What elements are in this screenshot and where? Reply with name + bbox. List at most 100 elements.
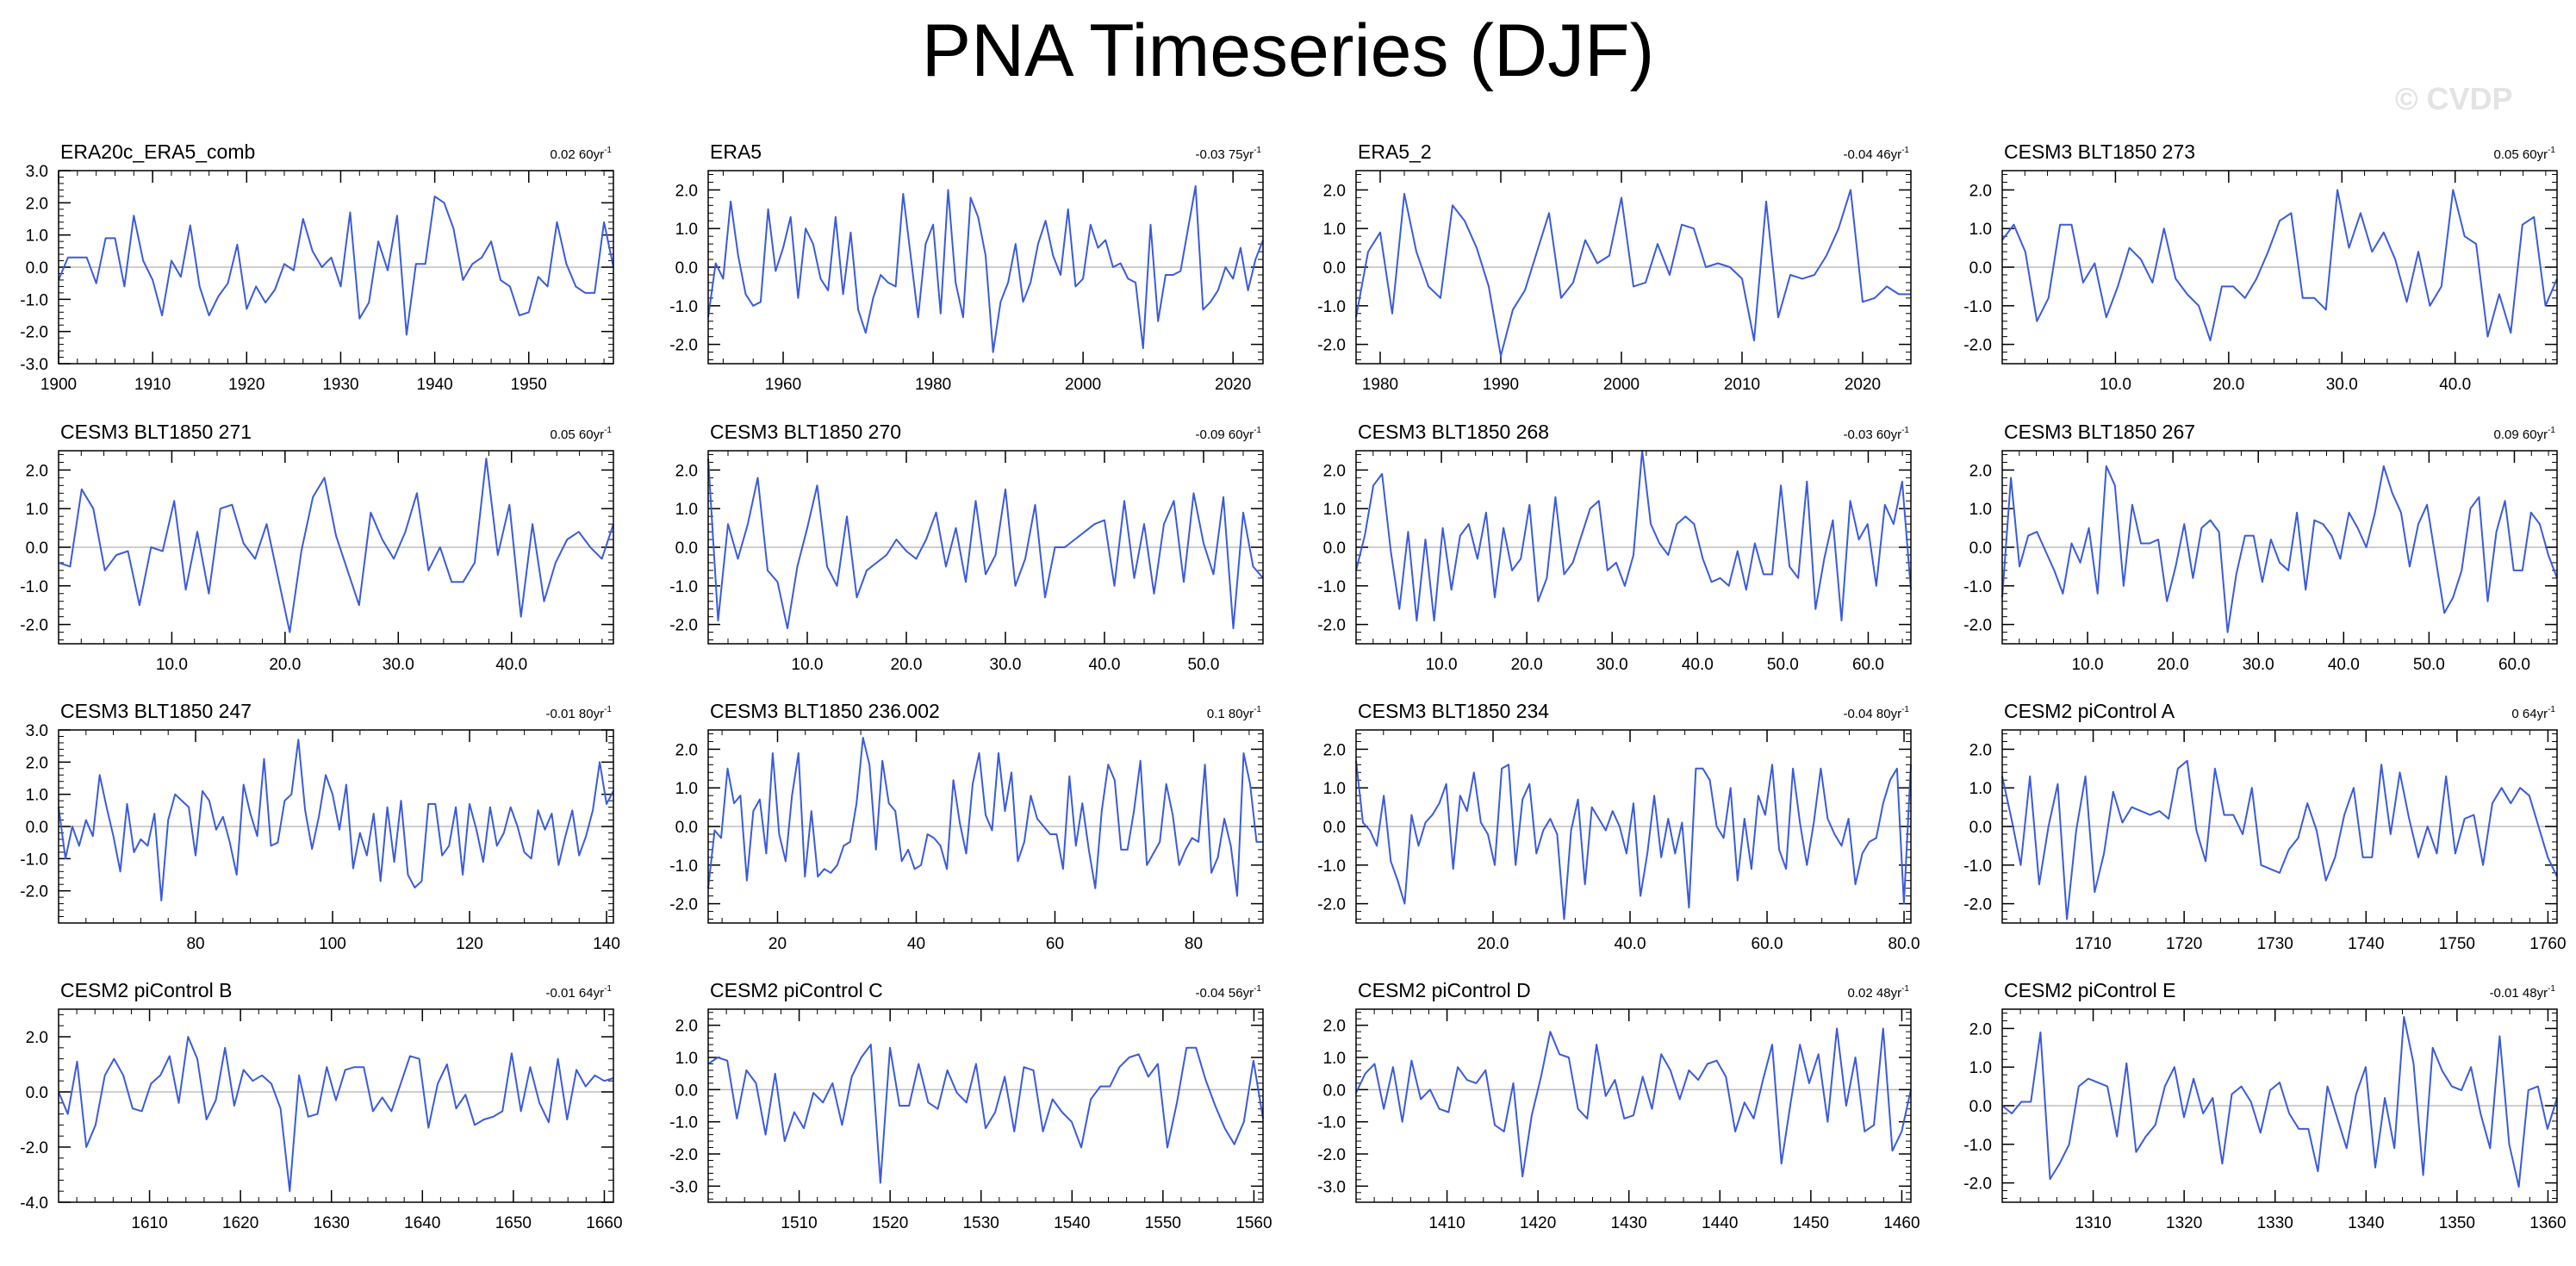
y-tick-label: -1.0 [1317,578,1346,596]
y-tick-label: 1.0 [1323,221,1346,239]
x-tick-label: 20.0 [1478,935,1509,953]
x-tick-label: 1660 [586,1214,622,1232]
trend-label: 0 64yr-1 [2511,705,2555,721]
x-tick-label: 10.0 [1426,656,1458,674]
y-tick-label: 1.0 [1323,780,1346,798]
y-tick-label: 0.0 [675,539,698,558]
y-tick-label: -1.0 [1963,578,1992,596]
x-tick-label: 80 [1185,935,1203,953]
trend-exponent: -1 [1901,705,1909,714]
panel-12: CESM2 piControl A 0 64yr-1 -2.0 -1.0 0.0 1.0 2… [1963,700,2566,953]
plot-frame [1355,1008,1912,1203]
y-tick-label: 1.0 [1323,1050,1346,1068]
x-tick-label: 1320 [2166,1214,2202,1232]
y-tick-label: 2.0 [1323,741,1346,759]
x-tick-label: 30.0 [383,656,414,674]
x-tick-label: 30.0 [1596,656,1628,674]
panel-title: CESM2 piControl C [710,979,883,1001]
series-line [58,195,614,336]
x-tick-label: 40.0 [1682,656,1714,674]
y-tick-label: 3.0 [26,722,48,740]
x-tick-label: 1760 [2529,935,2566,953]
x-tick-label: 1410 [1428,1214,1465,1232]
y-tick-label: -2.0 [669,896,698,914]
x-tick-label: 1440 [1702,1214,1738,1232]
y-tick-label: 2.0 [1969,1020,1992,1038]
panel-9: CESM3 BLT1850 247 -0.01 80yr-1 -2.0 -1.0 0.0… [20,700,620,953]
x-tick-label: 30.0 [2243,656,2274,674]
y-tick-label: -2.0 [669,617,698,635]
x-tick-label: 1350 [2439,1214,2475,1232]
y-tick-label: 1.0 [675,501,698,519]
x-tick-label: 10.0 [2100,376,2131,394]
panel-7: CESM3 BLT1850 268 -0.03 60yr-1 -2.0 -1.0 0.0… [1317,421,1912,674]
y-tick-label: 1.0 [675,780,698,798]
y-tick-label: 1.0 [675,221,698,239]
trend-exponent: -1 [604,984,612,994]
x-tick-label: 1550 [1145,1214,1181,1232]
y-tick-label: -1.0 [1963,298,1992,316]
x-tick-label: 1640 [404,1214,440,1232]
y-tick-label: -1.0 [669,578,698,596]
x-tick-label: 1650 [495,1214,532,1232]
y-tick-label: 0.0 [1969,259,1992,278]
x-tick-label: 2000 [1603,376,1640,394]
panel-15: CESM2 piControl D 0.02 48yr-1 -3.0 -2.0 -1.0… [1317,979,1920,1232]
x-tick-label: 2020 [1215,376,1251,394]
y-tick-label: -3.0 [669,1178,698,1196]
x-tick-label: 30.0 [2326,376,2358,394]
plot-frame [58,729,614,924]
panel-title: ERA20c_ERA5_comb [60,140,255,163]
panel-3: ERA5_2 -0.04 46yr-1 -2.0 -1.0 0.0 1.0 2.0 1980 1… [1317,140,1912,394]
x-tick-label: 50.0 [1767,656,1799,674]
series-line [2001,1016,2558,1188]
cvdp-watermark: © CVDP [2395,81,2513,116]
y-tick-label: 2.0 [1323,462,1346,480]
x-tick-label: 40.0 [1089,656,1121,674]
y-tick-label: 2.0 [1323,1018,1346,1036]
y-tick-label: -1.0 [20,578,48,596]
series-line [1355,450,1912,622]
x-tick-label: 140 [593,935,620,953]
y-tick-label: 2.0 [26,1029,48,1047]
x-tick-label: 40.0 [1615,935,1646,953]
trend-exponent: -1 [1254,984,1261,994]
y-tick-label: 2.0 [675,462,698,480]
plot-frame [707,170,1264,365]
trend-exponent: -1 [604,426,612,435]
x-tick-label: 60.0 [1852,656,1884,674]
y-tick-label: -2.0 [1963,1176,1992,1194]
panel-title: CESM2 piControl A [2004,700,2175,722]
panel-title: CESM3 BLT1850 273 [2004,140,2195,163]
y-tick-label: -1.0 [1317,1114,1346,1132]
trend-label: -0.04 46yr-1 [1844,146,1910,162]
y-tick-label: 2.0 [1969,462,1992,480]
trend-exponent: -1 [604,146,612,155]
plot-frame [2001,729,2558,924]
series-line [58,1036,614,1193]
x-tick-label: 2010 [1724,376,1760,394]
x-tick-label: 1560 [1235,1214,1272,1232]
trend-exponent: -1 [604,705,612,714]
y-tick-label: 1.0 [26,787,48,805]
x-tick-label: 1430 [1611,1214,1647,1232]
trend-label: 0.05 60yr-1 [551,426,613,442]
y-tick-label: 0.0 [675,259,698,278]
x-tick-label: 10.0 [156,656,188,674]
y-tick-label: 0.0 [675,1082,698,1100]
series-line [707,1044,1264,1184]
x-tick-label: 80.0 [1888,935,1920,953]
x-tick-label: 1710 [2075,935,2111,953]
plot-frame [707,729,1264,924]
series-line [1355,189,1911,357]
x-tick-label: 40.0 [2439,376,2471,394]
x-tick-label: 1910 [134,376,171,394]
panel-2: ERA5 -0.03 75yr-1 -2.0 -1.0 0.0 1.0 2.0 1960 198… [669,140,1264,394]
panel-title: CESM3 BLT1850 234 [1358,700,1549,722]
panel-11: CESM3 BLT1850 234 -0.04 80yr-1 -2.0 -1.0 0.0… [1317,700,1920,953]
x-tick-label: 20.0 [1511,656,1543,674]
series-line [707,458,1264,630]
x-tick-label: 1720 [2166,935,2202,953]
panel-title: CESM3 BLT1850 271 [60,421,252,443]
